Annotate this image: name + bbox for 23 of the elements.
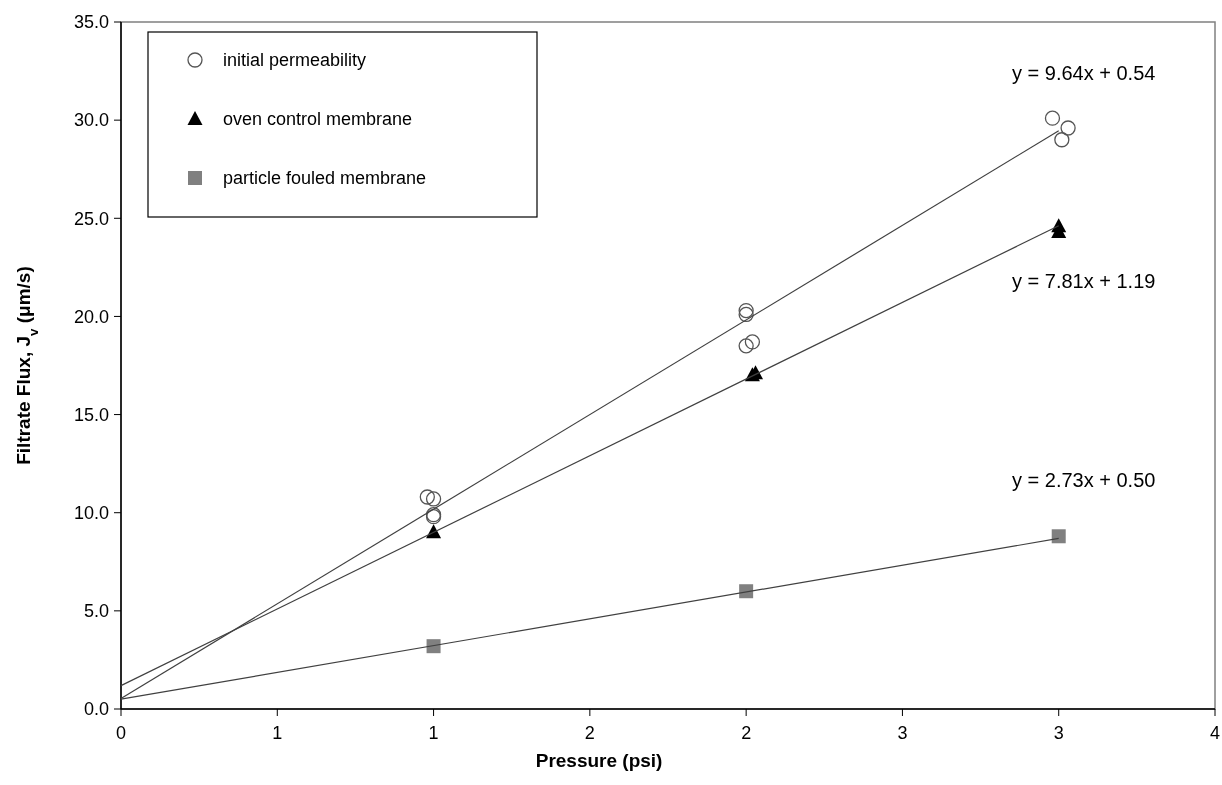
annotation: y = 9.64x + 0.54 bbox=[1012, 61, 1156, 84]
y-tick-label: 10.0 bbox=[73, 503, 109, 524]
y-tick-label: 20.0 bbox=[73, 306, 109, 327]
x-tick-label: 2 bbox=[584, 723, 595, 743]
x-tick-label: 0 bbox=[115, 723, 127, 743]
y-tick-label: 0.0 bbox=[83, 699, 109, 720]
y-tick-label: 25.0 bbox=[73, 208, 109, 229]
y-tick-label: 30.0 bbox=[73, 110, 109, 131]
annotation: y = 2.73x + 0.50 bbox=[1012, 469, 1156, 492]
x-tick-label: 1 bbox=[428, 723, 439, 743]
x-axis-title: Pressure (psi) bbox=[535, 750, 663, 771]
legend-label: initial permeability bbox=[223, 50, 367, 71]
x-tick-label: 2 bbox=[741, 723, 752, 743]
y-tick-label: 5.0 bbox=[83, 601, 109, 622]
x-tick-label: 4 bbox=[1209, 723, 1221, 743]
annotation: y = 7.81x + 1.19 bbox=[1012, 269, 1156, 292]
x-tick-label: 1 bbox=[272, 723, 283, 743]
legend-label: particle fouled membrane bbox=[223, 168, 427, 189]
y-tick-label: 15.0 bbox=[73, 404, 109, 425]
y-tick-label: 35.0 bbox=[73, 12, 109, 33]
x-tick-label: 3 bbox=[897, 723, 908, 743]
x-tick-label: 3 bbox=[1053, 723, 1064, 743]
legend-label: oven control membrane bbox=[223, 109, 413, 130]
